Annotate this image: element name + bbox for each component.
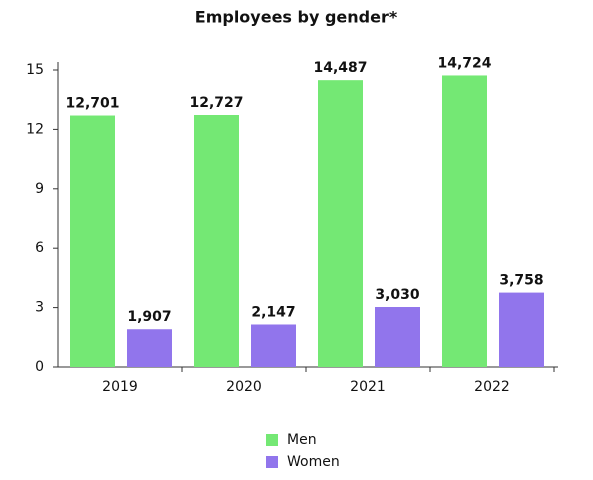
bar [375,307,420,367]
bar [318,80,363,367]
x-tick-label: 2022 [474,379,510,395]
bar [251,324,296,367]
value-label: 3,758 [499,273,543,289]
value-label: 1,907 [127,309,171,325]
y-tick-label: 12 [26,121,44,137]
value-label: 12,727 [189,95,243,111]
bar [499,292,544,367]
value-label: 3,030 [375,287,420,303]
y-tick-label: 0 [35,359,44,375]
x-tick-label: 2021 [350,379,386,395]
value-label: 2,147 [251,304,295,320]
value-label: 14,724 [437,55,491,71]
x-tick-label: 2019 [102,379,138,395]
value-label: 12,701 [65,96,119,112]
legend-label: Men [287,432,317,448]
value-label: 14,487 [313,60,367,76]
legend-swatch [266,434,278,446]
x-tick-label: 2020 [226,379,262,395]
legend-swatch [266,456,278,468]
chart-title: Employees by gender* [195,8,398,27]
bar [194,115,239,367]
y-tick-label: 3 [35,300,44,316]
y-tick-label: 9 [35,181,44,197]
y-tick-label: 6 [35,240,44,256]
bar [442,75,487,368]
bar [127,329,172,367]
legend-label: Women [287,454,340,470]
bar [70,115,115,367]
y-tick-label: 15 [26,62,44,78]
